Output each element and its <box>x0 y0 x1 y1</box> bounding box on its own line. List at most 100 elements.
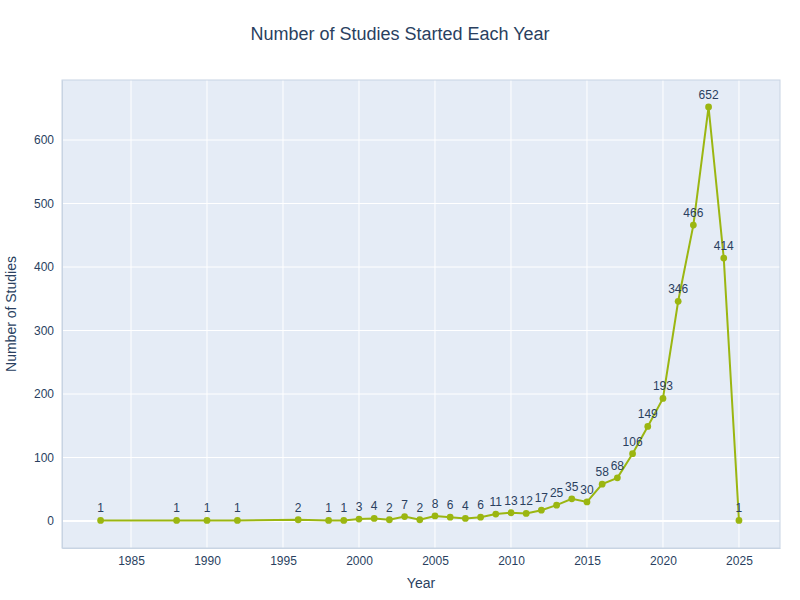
x-tick: 2015 <box>574 548 601 568</box>
data-label: 1 <box>340 501 347 515</box>
y-tick-label: 300 <box>34 324 54 338</box>
point <box>340 517 347 524</box>
y-tick-label: 400 <box>34 260 54 274</box>
data-label: 149 <box>638 407 658 421</box>
data-label: 12 <box>519 494 533 508</box>
x-tick-label: 2025 <box>726 554 753 568</box>
point <box>690 222 697 229</box>
y-grid-line <box>62 140 780 141</box>
y-grid-line <box>62 330 780 331</box>
data-label: 30 <box>580 483 594 497</box>
y-tick: 600 <box>34 133 62 147</box>
data-label: 11 <box>490 495 503 509</box>
point <box>492 511 499 518</box>
point <box>644 423 651 430</box>
data-label: 17 <box>535 491 549 505</box>
y-tick-label: 200 <box>34 387 54 401</box>
data-label: 4 <box>462 499 469 513</box>
data-label: 68 <box>611 459 625 473</box>
point <box>675 298 682 305</box>
data-label: 193 <box>653 379 673 393</box>
point <box>508 509 515 516</box>
chart: 1985199019952000200520102015202020250100… <box>0 0 800 600</box>
y-axis-title: Number of Studies <box>3 256 19 372</box>
x-tick: 1990 <box>194 548 221 568</box>
x-grid-line <box>510 80 511 548</box>
y-tick-label: 100 <box>34 451 54 465</box>
point <box>660 395 667 402</box>
grid <box>62 80 780 548</box>
x-tick-label: 2015 <box>574 554 601 568</box>
data-label: 1 <box>736 501 743 515</box>
x-grid-line <box>358 80 359 548</box>
y-tick-label: 500 <box>34 197 54 211</box>
point <box>462 515 469 522</box>
data-label: 1 <box>234 501 241 515</box>
plot: 1985199019952000200520102015202020250100… <box>34 80 781 568</box>
x-tick-label: 2020 <box>650 554 677 568</box>
y-grid-line <box>62 457 780 458</box>
x-tick: 2025 <box>726 548 753 568</box>
data-label: 466 <box>683 206 703 220</box>
y-tick-label: 0 <box>47 514 54 528</box>
title: Number of Studies Started Each Year <box>250 24 549 44</box>
y-tick-label: 600 <box>34 133 54 147</box>
point <box>523 510 530 517</box>
data-label: 4 <box>371 499 378 513</box>
data-label: 25 <box>550 486 564 500</box>
point <box>614 474 621 481</box>
line <box>101 107 739 520</box>
point <box>477 514 484 521</box>
data-label: 1 <box>204 501 211 515</box>
point <box>325 517 332 524</box>
point <box>173 517 180 524</box>
data-label: 106 <box>623 435 643 449</box>
data-label: 3 <box>356 500 363 514</box>
data-label: 2 <box>295 501 302 515</box>
point <box>599 481 606 488</box>
point <box>356 516 363 523</box>
data-label: 2 <box>416 501 423 515</box>
x-tick: 2020 <box>650 548 677 568</box>
x-tick: 1995 <box>270 548 297 568</box>
data-label: 58 <box>595 465 609 479</box>
y-tick: 300 <box>34 324 62 338</box>
data-label: 1 <box>97 501 104 515</box>
data-label: 1 <box>173 501 180 515</box>
x-grid-line <box>434 80 435 548</box>
y-tick: 100 <box>34 451 62 465</box>
point <box>705 104 712 111</box>
x-tick-label: 1990 <box>194 554 221 568</box>
data-label: 652 <box>699 88 719 102</box>
data-label: 6 <box>477 498 484 512</box>
point <box>97 517 104 524</box>
data-label: 414 <box>714 239 734 253</box>
x-axis: 198519901995200020052010201520202025 <box>63 548 781 568</box>
x-grid-line <box>131 80 132 548</box>
x-tick: 2005 <box>422 548 449 568</box>
y-grid-line <box>62 267 780 268</box>
y-axis: 0 100 200 300 400 500 600 <box>34 81 63 549</box>
x-grid-line <box>282 80 283 548</box>
point <box>416 516 423 523</box>
point <box>371 515 378 522</box>
plot-background <box>62 80 780 548</box>
y-grid-line <box>62 203 780 204</box>
x-tick-label: 2005 <box>422 554 449 568</box>
point <box>295 516 302 523</box>
data-label: 13 <box>504 494 518 508</box>
data-label: 2 <box>386 501 393 515</box>
point <box>736 517 743 524</box>
point <box>447 514 454 521</box>
x-grid-line <box>206 80 207 548</box>
point <box>553 502 560 509</box>
y-tick: 0 <box>47 514 62 528</box>
data-label: 8 <box>432 497 439 511</box>
data-label: 1 <box>325 501 332 515</box>
data-label: 35 <box>565 480 579 494</box>
y-grid-line <box>62 394 780 395</box>
x-tick-label: 2010 <box>498 554 525 568</box>
x-grid-line <box>738 80 739 548</box>
point <box>720 255 727 262</box>
data-labels: 1111211342728646111312172535305868106149… <box>97 88 742 515</box>
